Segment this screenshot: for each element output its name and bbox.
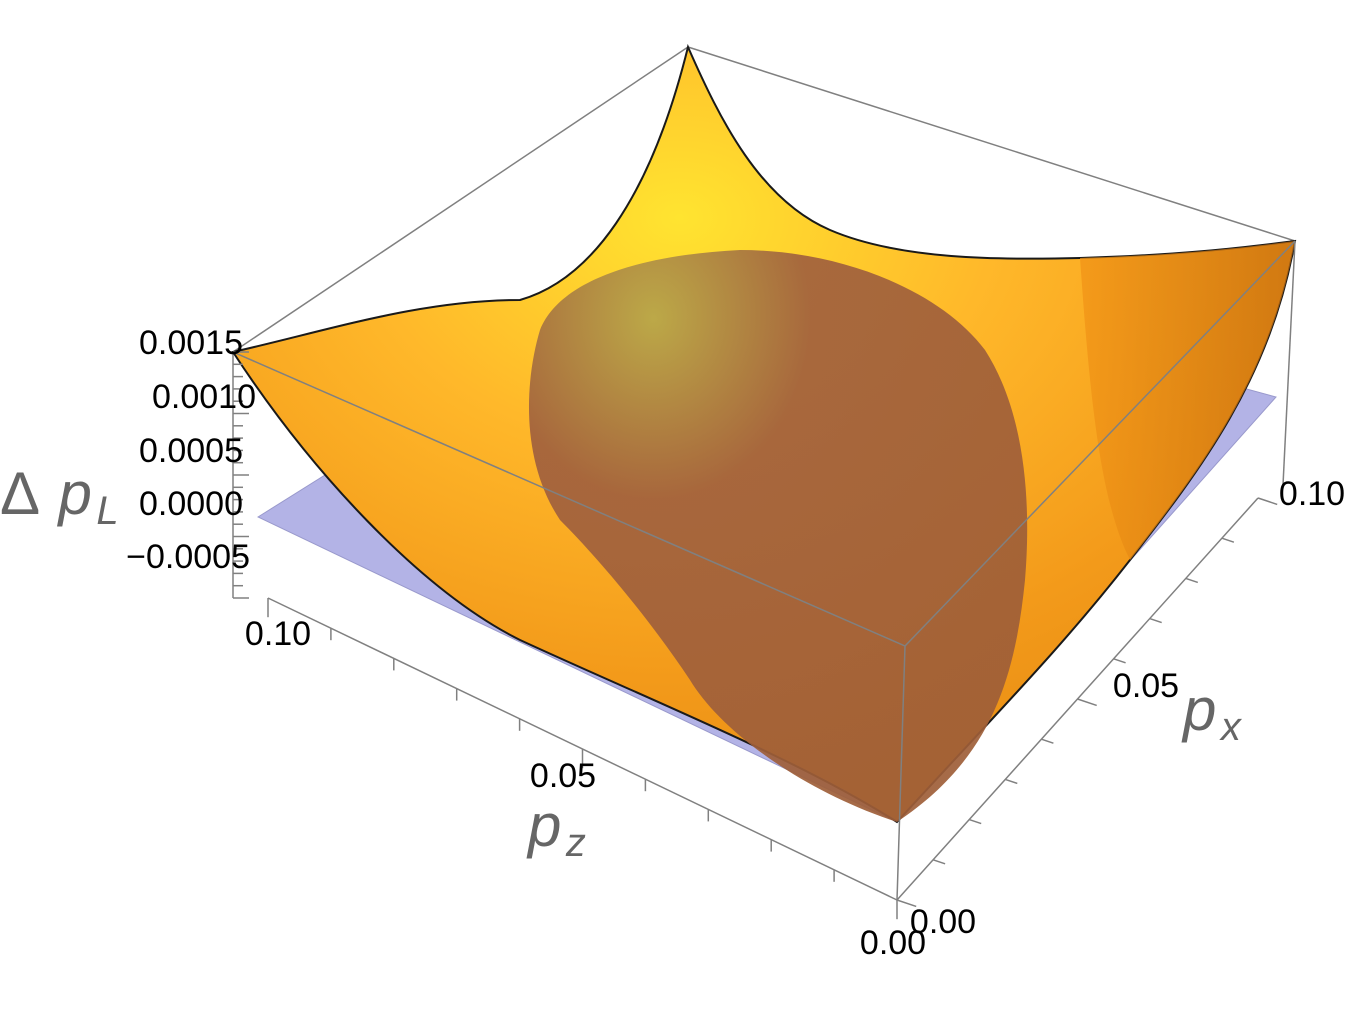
pz-axis-label: p z <box>526 792 586 865</box>
surface-right-shade <box>1080 241 1295 560</box>
px-axis-tick <box>1041 738 1054 744</box>
px-tick-label: 0.00 <box>910 903 976 941</box>
px-axis-tick <box>1077 698 1097 707</box>
pz-axis-label-sub: z <box>565 821 586 865</box>
px-axis-label: p x <box>1181 676 1243 749</box>
z-axis-ticks <box>233 351 249 599</box>
z-axis-label: Δ p L <box>0 460 119 533</box>
z-tick-labels: 0.0015 0.0010 0.0005 0.0000 −0.0005 <box>126 324 256 576</box>
z-axis-label-delta: Δ <box>0 460 40 527</box>
z-axis-label-var: p <box>57 460 92 527</box>
px-axis-tick <box>896 899 917 908</box>
z-tick-label: 0.0010 <box>152 378 256 416</box>
px-tick-labels: 0.00 0.05 0.10 <box>910 475 1345 941</box>
z-tick-label: 0.0005 <box>139 432 243 470</box>
px-tick-label: 0.05 <box>1113 667 1179 705</box>
px-axis-label-var: p <box>1181 676 1216 743</box>
px-axis-tick <box>1005 778 1018 785</box>
px-axis-tick <box>968 818 982 825</box>
z-tick-label: −0.0005 <box>126 538 250 576</box>
px-axis-label-sub: x <box>1219 705 1243 749</box>
px-axis-tick <box>1221 537 1235 543</box>
px-axis-tick <box>1113 658 1126 664</box>
pz-axis-label-var: p <box>526 792 561 859</box>
px-axis-tick <box>1149 617 1162 624</box>
z-tick-label: 0.0015 <box>139 324 243 362</box>
highlight-region <box>528 250 1028 822</box>
z-axis-label-sub: L <box>96 489 118 533</box>
pz-tick-label: 0.05 <box>530 757 596 795</box>
px-tick-label: 0.10 <box>1279 475 1345 513</box>
z-tick-label: 0.0000 <box>139 485 243 523</box>
pz-axis-ticks <box>267 598 898 920</box>
px-axis-tick <box>932 859 946 865</box>
pz-tick-labels: 0.10 0.05 0.00 <box>245 615 926 962</box>
pz-tick-label: 0.00 <box>860 924 926 962</box>
px-axis-tick <box>1257 497 1278 506</box>
px-axis-tick <box>1185 577 1199 584</box>
pz-tick-label: 0.10 <box>245 615 311 653</box>
px-axis-ticks <box>896 497 1278 908</box>
